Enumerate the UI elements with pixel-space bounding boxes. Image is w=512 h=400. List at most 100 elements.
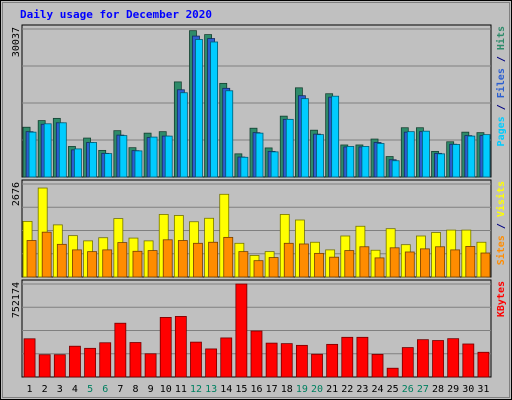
bar-pages: [437, 153, 445, 178]
legend-part: Files: [495, 68, 507, 98]
bar-sites: [404, 251, 415, 278]
bar-pages: [376, 143, 385, 178]
bar-pages: [225, 90, 234, 178]
x-tick-label: 9: [148, 384, 154, 395]
legend-part: Pages: [496, 116, 507, 146]
x-tick-label: 22: [341, 384, 353, 395]
bar-sites: [435, 246, 445, 278]
bar-pages: [300, 98, 309, 178]
bar-pages: [164, 135, 173, 178]
bar-kbytes: [341, 336, 354, 378]
bar-pages: [89, 142, 97, 178]
y-max-label: 2676: [11, 182, 22, 206]
bar-pages: [210, 41, 219, 178]
chart-title: Daily usage for December 2020: [20, 8, 212, 21]
bar-kbytes: [235, 283, 248, 378]
x-tick-label: 16: [250, 384, 262, 395]
bar-sites: [314, 252, 324, 278]
bar-sites: [329, 256, 340, 278]
bar-pages: [285, 118, 294, 178]
x-tick-label: 31: [477, 384, 489, 395]
x-tick-label: 26: [402, 384, 414, 395]
bar-kbytes: [447, 338, 460, 378]
legend-part: /: [496, 50, 507, 68]
bar-kbytes: [129, 342, 142, 378]
bar-sites: [223, 236, 234, 278]
x-tick-label: 5: [87, 384, 93, 395]
bar-kbytes: [280, 343, 293, 378]
x-tick-label: 25: [387, 384, 399, 395]
x-tick-label: 23: [356, 384, 368, 395]
bar-kbytes: [23, 338, 36, 378]
panel-top: 30037: [11, 24, 492, 178]
bar-kbytes: [311, 353, 323, 378]
bar-kbytes: [417, 339, 429, 378]
bar-sites: [389, 247, 400, 278]
x-tick-label: 3: [57, 384, 63, 395]
bar-sites: [374, 257, 385, 278]
series-pages: [28, 39, 491, 178]
bar-pages: [240, 156, 249, 178]
legend-part: Visits: [495, 181, 507, 217]
bar-pages: [28, 131, 37, 178]
bar-sites: [87, 251, 97, 278]
bar-sites: [162, 239, 173, 278]
x-tick-label: 21: [326, 384, 338, 395]
x-tick-label: 13: [205, 384, 217, 395]
x-axis-ticks: 1 2 3 4 5 6 7 8 9 10 11 12 13 14 15 16 17 18 19 20 21 22 23 24 2…: [27, 384, 490, 395]
bar-kbytes: [99, 342, 112, 378]
panel-bot: 752174: [11, 279, 492, 378]
x-tick-label: 19: [296, 384, 308, 395]
bar-sites: [465, 246, 476, 278]
bar-pages: [134, 150, 143, 178]
legend-part: /: [496, 98, 507, 116]
bar-kbytes: [38, 354, 51, 378]
bar-pages: [255, 132, 264, 178]
bar-pages: [482, 134, 491, 178]
x-tick-label: 18: [281, 384, 293, 395]
x-tick-label: 7: [117, 384, 123, 395]
bar-sites: [238, 251, 249, 278]
bar-kbytes: [159, 316, 172, 378]
bar-kbytes: [250, 330, 263, 378]
x-tick-label: 30: [462, 384, 474, 395]
bar-pages: [406, 131, 415, 178]
bar-sites: [147, 250, 158, 278]
bar-sites: [359, 246, 370, 278]
bar-pages: [331, 95, 340, 178]
bar-sites: [268, 257, 279, 278]
bar-kbytes: [53, 354, 66, 378]
bar-kbytes: [220, 337, 233, 378]
y-max-label: 30037: [11, 27, 22, 57]
x-tick-label: 6: [102, 384, 108, 395]
bar-pages: [179, 92, 188, 178]
bar-sites: [117, 242, 128, 278]
right-legend-labels: Pages / Files / Hits Sites / Visits KBytes: [495, 26, 507, 317]
x-tick-label: 29: [447, 384, 459, 395]
bar-pages: [346, 146, 355, 178]
bar-pages: [391, 160, 400, 178]
bar-pages: [452, 144, 461, 178]
series-kbytes: [23, 283, 490, 378]
bar-kbytes: [326, 343, 339, 378]
x-tick-label: 11: [175, 384, 187, 395]
x-tick-label: 8: [132, 384, 138, 395]
bar-kbytes: [205, 348, 218, 378]
x-tick-label: 17: [266, 384, 278, 395]
y-max-label: 752174: [11, 282, 22, 318]
panel-mid: 2676: [11, 179, 492, 278]
bar-kbytes: [462, 343, 475, 378]
bar-kbytes: [144, 353, 157, 378]
bar-pages: [149, 136, 158, 178]
right-label-mid: Sites / Visits: [495, 181, 507, 265]
bar-sites: [177, 240, 188, 278]
x-tick-label: 20: [311, 384, 323, 395]
bar-pages: [58, 122, 67, 178]
bar-sites: [208, 241, 219, 278]
bar-sites: [253, 260, 264, 278]
bar-kbytes: [69, 345, 81, 378]
bar-sites: [72, 249, 82, 278]
bar-kbytes: [432, 340, 444, 378]
